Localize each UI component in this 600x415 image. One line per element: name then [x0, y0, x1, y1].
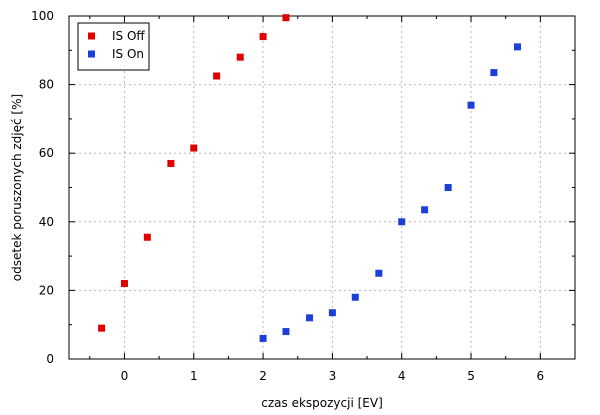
- data-point: [306, 314, 314, 322]
- data-point: [375, 269, 383, 277]
- x-tick-label: 2: [259, 369, 267, 383]
- y-tick-label: 60: [39, 146, 54, 160]
- plot-frame: [68, 15, 576, 360]
- legend-label: IS On: [112, 47, 144, 61]
- legend-marker: [88, 32, 95, 40]
- data-point: [490, 69, 498, 77]
- series-is-on: [259, 43, 521, 342]
- data-points: [98, 14, 521, 342]
- data-point: [143, 233, 151, 241]
- y-tick-labels: 0 20 40 60 80 100: [31, 9, 54, 366]
- x-tick-label: 6: [537, 369, 545, 383]
- data-point: [98, 324, 106, 332]
- grid-lines: [69, 16, 575, 359]
- x-tick-label: 3: [329, 369, 337, 383]
- x-tick-label: 4: [398, 369, 406, 383]
- data-point: [259, 33, 267, 41]
- x-tick-label: 0: [121, 369, 129, 383]
- data-point: [259, 334, 267, 342]
- data-point: [282, 328, 290, 336]
- x-axis-label: czas ekspozycji [EV]: [261, 396, 383, 410]
- legend: IS Off IS On: [77, 22, 150, 71]
- data-point: [467, 101, 475, 109]
- data-point: [421, 206, 429, 214]
- x-tick-label: 5: [467, 369, 475, 383]
- y-tick-label: 80: [39, 78, 54, 92]
- data-point: [190, 144, 198, 152]
- y-tick-label: 0: [46, 352, 54, 366]
- series-is-off: [98, 14, 290, 332]
- data-point: [236, 53, 244, 61]
- data-point: [167, 159, 175, 167]
- data-point: [120, 280, 128, 288]
- y-tick-label: 40: [39, 215, 54, 229]
- data-point: [282, 14, 290, 22]
- y-tick-label: 100: [31, 9, 54, 23]
- x-tick-labels: 0 1 2 3 4 5 6: [121, 369, 545, 383]
- data-point: [513, 43, 521, 51]
- data-point: [213, 72, 221, 80]
- legend-box: [77, 22, 150, 71]
- y-axis-label: odsetek poruszonych zdjęć [%]: [10, 94, 24, 281]
- data-point: [444, 184, 452, 191]
- data-point: [328, 309, 336, 317]
- y-tick-label: 20: [39, 283, 54, 297]
- data-point: [398, 218, 406, 226]
- legend-marker: [88, 50, 95, 58]
- x-tick-label: 1: [190, 369, 198, 383]
- legend-label: IS Off: [112, 29, 145, 43]
- data-point: [351, 293, 359, 301]
